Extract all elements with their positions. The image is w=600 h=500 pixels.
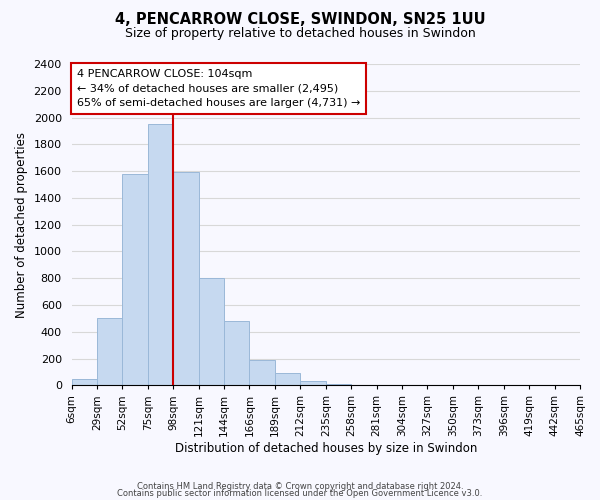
Text: Contains HM Land Registry data © Crown copyright and database right 2024.: Contains HM Land Registry data © Crown c… — [137, 482, 463, 491]
Text: Size of property relative to detached houses in Swindon: Size of property relative to detached ho… — [125, 28, 475, 40]
Bar — [275, 373, 301, 386]
Bar — [122, 174, 148, 386]
Text: 4 PENCARROW CLOSE: 104sqm
← 34% of detached houses are smaller (2,495)
65% of se: 4 PENCARROW CLOSE: 104sqm ← 34% of detac… — [77, 69, 360, 108]
X-axis label: Distribution of detached houses by size in Swindon: Distribution of detached houses by size … — [175, 442, 477, 455]
Bar — [148, 124, 173, 386]
Bar — [71, 378, 97, 386]
Bar — [250, 360, 275, 386]
Bar — [224, 321, 250, 386]
Bar — [326, 384, 351, 386]
Text: 4, PENCARROW CLOSE, SWINDON, SN25 1UU: 4, PENCARROW CLOSE, SWINDON, SN25 1UU — [115, 12, 485, 28]
Bar — [173, 172, 199, 386]
Text: Contains public sector information licensed under the Open Government Licence v3: Contains public sector information licen… — [118, 490, 482, 498]
Y-axis label: Number of detached properties: Number of detached properties — [15, 132, 28, 318]
Bar — [97, 318, 122, 386]
Bar — [301, 382, 326, 386]
Bar — [199, 278, 224, 386]
